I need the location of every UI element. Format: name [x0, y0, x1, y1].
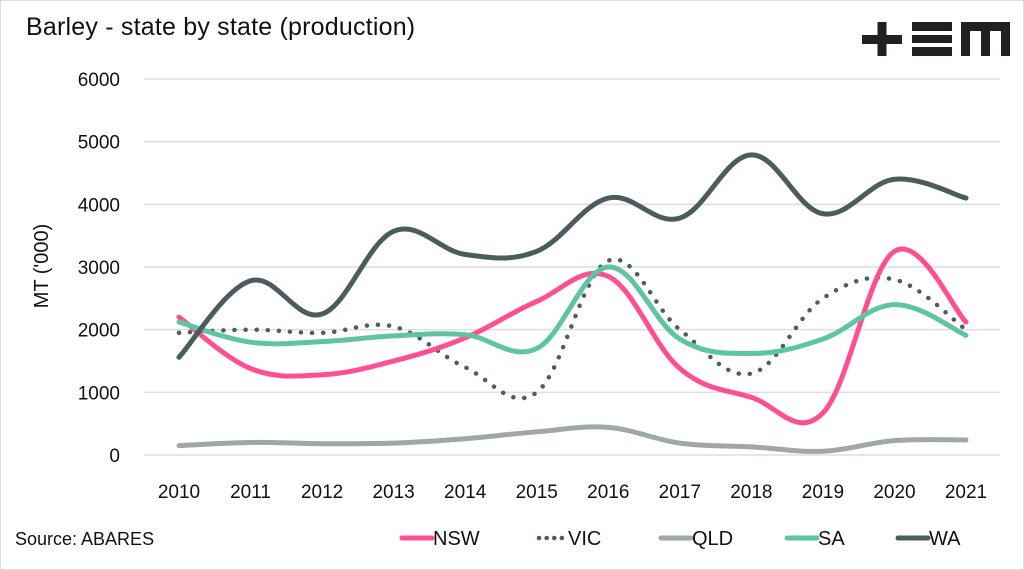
logo-m — [961, 22, 1010, 56]
y-tick-label: 1000 — [78, 383, 120, 404]
series-line-nsw — [176, 246, 969, 426]
x-tick-label: 2010 — [158, 482, 200, 503]
x-axis-ticks: 2010 2011 2012 2013 2014 2015 2016 2017 2018 2019… — [158, 482, 987, 503]
x-tick-label: 2011 — [230, 482, 271, 503]
series-line-qld — [176, 424, 969, 454]
legend-item-wa: WA — [895, 528, 961, 550]
y-tick-label: 6000 — [78, 70, 120, 91]
chart-title: Barley - state by state (production) — [26, 13, 416, 41]
series-line-sa — [176, 264, 969, 356]
series-line-wa — [176, 152, 969, 360]
x-tick-label: 2019 — [802, 482, 844, 503]
series-line-vic — [176, 257, 969, 401]
y-tick-label: 3000 — [78, 258, 120, 279]
y-tick-label: 2000 — [78, 321, 120, 342]
x-tick-label: 2012 — [301, 482, 343, 503]
x-tick-label: 2013 — [372, 482, 414, 503]
x-tick-label: 2017 — [659, 482, 701, 503]
legend-label: NSW — [433, 528, 480, 550]
logo-plus-vertical — [877, 22, 887, 56]
y-tick-label: 5000 — [78, 133, 120, 154]
y-tick-label: 0 — [109, 446, 120, 467]
y-axis-label: MT ('000) — [31, 224, 53, 309]
legend-item-nsw: NSW — [399, 528, 480, 550]
x-tick-label: 2021 — [945, 482, 987, 503]
x-tick-label: 2020 — [873, 482, 915, 503]
legend-label: VIC — [568, 528, 601, 550]
legend-label: QLD — [692, 528, 733, 550]
gridlines — [144, 78, 1000, 456]
legend: NSW VIC QLD SA WA — [399, 528, 961, 550]
series-lines — [176, 152, 969, 454]
logo-e-bar-top — [912, 22, 952, 31]
legend-label: SA — [818, 528, 845, 550]
x-tick-label: 2015 — [516, 482, 558, 503]
legend-item-vic: VIC — [536, 528, 601, 550]
legend-item-qld: QLD — [658, 528, 733, 550]
y-tick-label: 4000 — [78, 195, 120, 216]
tem-logo — [862, 22, 1010, 56]
source-note: Source: ABARES — [15, 529, 155, 549]
legend-item-sa: SA — [784, 528, 845, 550]
logo-e-bar-mid — [912, 35, 952, 43]
legend-label: WA — [929, 528, 961, 550]
x-tick-label: 2016 — [587, 482, 629, 503]
x-tick-label: 2018 — [730, 482, 772, 503]
x-tick-label: 2014 — [444, 482, 487, 503]
logo-e-bar-bottom — [912, 47, 952, 56]
y-axis-ticks: 0 1000 2000 3000 4000 5000 6000 — [78, 70, 120, 467]
